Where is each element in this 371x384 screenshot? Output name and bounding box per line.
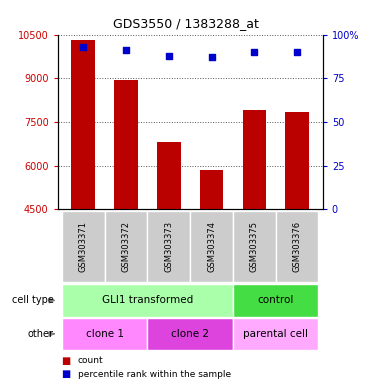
Point [209, 54, 214, 60]
Bar [71, 40, 95, 340]
Point [123, 47, 129, 53]
Point [166, 53, 172, 59]
Text: GLI1 transformed: GLI1 transformed [102, 295, 193, 306]
Bar [62, 284, 233, 317]
Text: parental cell: parental cell [243, 329, 308, 339]
Bar [62, 318, 147, 350]
Bar [190, 211, 233, 282]
Text: cell type: cell type [12, 295, 54, 306]
Point [251, 49, 257, 55]
Bar [147, 211, 190, 282]
Bar [233, 318, 318, 350]
Text: control: control [257, 295, 294, 306]
Text: GSM303374: GSM303374 [207, 221, 216, 272]
Text: clone 2: clone 2 [171, 329, 209, 339]
Bar [285, 112, 309, 340]
Text: GSM303372: GSM303372 [121, 221, 131, 272]
Bar [276, 211, 318, 282]
Text: ■: ■ [61, 356, 70, 366]
Bar [233, 284, 318, 317]
Bar [243, 110, 266, 340]
Text: other: other [28, 329, 54, 339]
Bar [157, 142, 181, 340]
Bar [233, 211, 276, 282]
Bar [105, 211, 147, 282]
Bar [147, 318, 233, 350]
Text: clone 1: clone 1 [86, 329, 124, 339]
Text: GSM303373: GSM303373 [164, 221, 173, 272]
Text: GSM303376: GSM303376 [293, 221, 302, 272]
Text: GDS3550 / 1383288_at: GDS3550 / 1383288_at [112, 17, 259, 30]
Point [294, 49, 300, 55]
Text: GSM303375: GSM303375 [250, 221, 259, 272]
Bar [62, 211, 105, 282]
Text: GSM303371: GSM303371 [79, 221, 88, 272]
Point [80, 44, 86, 50]
Bar [200, 170, 223, 340]
Bar [114, 80, 138, 340]
Text: percentile rank within the sample: percentile rank within the sample [78, 370, 231, 379]
Text: ■: ■ [61, 369, 70, 379]
Text: count: count [78, 356, 104, 366]
